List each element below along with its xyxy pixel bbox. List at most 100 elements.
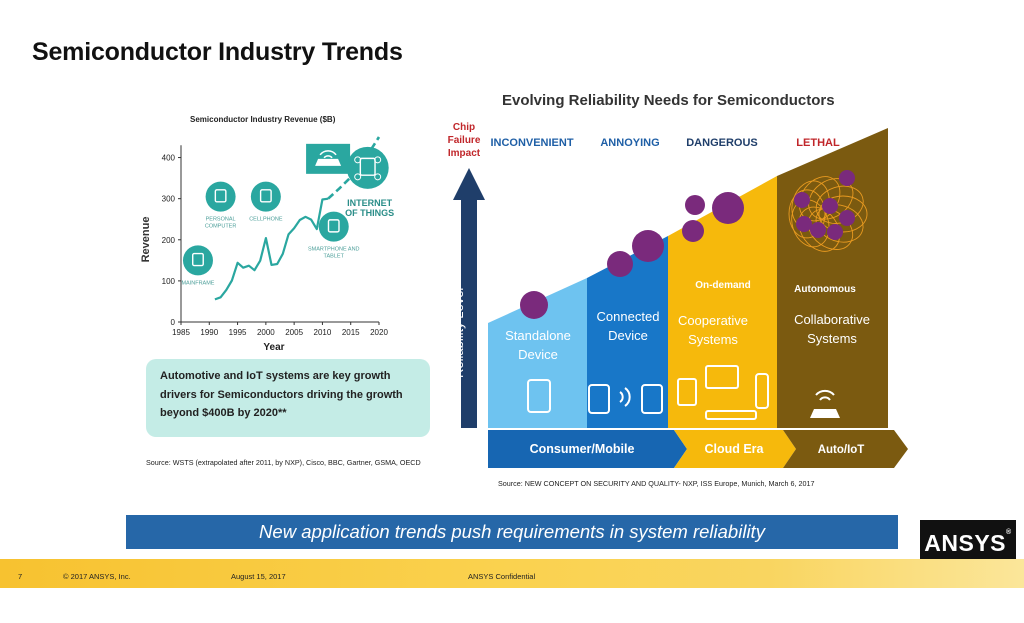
stage-collaborative [777,128,888,428]
stage-name: Collaborative Systems [794,312,870,346]
chart-source: Source: WSTS (extrapolated after 2011, b… [146,458,421,467]
car-icon [810,409,840,418]
failure-circle [685,195,705,215]
failure-circle [839,170,855,186]
iot-node [374,173,382,181]
failure-circle [839,210,855,226]
y-tick-label: 300 [162,195,176,204]
tag-on-demand: On-demand [695,280,751,291]
x-tick-label: 2020 [370,328,388,337]
cellphone-icon [250,181,281,212]
impact-label-annoying: ANNOYING [600,137,659,149]
personal-computer-icon [205,181,236,212]
chip-failure-impact-label: Chip Failure Impact [447,122,481,159]
icon-circle [250,181,281,212]
revenue-chart: 1985 1990 1995 2000 2005 2010 2015 2020 0 100 200 3… [140,136,394,353]
icon-circle [346,146,389,189]
failure-circle [827,224,843,240]
failure-circle [632,230,664,262]
y-tick-label: 200 [162,236,176,245]
icon-circle [182,245,213,276]
phone-icon [588,384,610,414]
device-glyph [259,189,272,203]
y-tick-label: 0 [171,318,176,327]
annotation-label: MAINFRAME [181,280,214,286]
revenue-line [214,197,329,301]
x-tick-label: 1990 [200,328,218,337]
failure-circle [796,216,812,232]
era-band-auto [783,430,908,468]
keyboard-icon [705,410,757,420]
impact-label-inconvenient: INCONVENIENT [490,137,573,149]
wifi-icon [815,389,835,401]
ansys-logo: ANSYS® [920,520,1016,566]
x-tick-label: 2015 [342,328,360,337]
summary-banner: New application trends push requirements… [126,515,898,549]
footer-date: August 15, 2017 [231,572,286,581]
failure-circle [712,192,744,224]
x-axis-label: Year [263,342,284,353]
annotation-label: SMARTPHONE AND TABLET [308,247,360,260]
failure-circle [810,222,826,238]
stage-name: Connected Device [597,309,660,343]
reliability-diagram: Reliability Level INCONVENIENT ANNOYING DAN… [451,128,908,468]
tablet-icon [527,379,551,413]
reliability-arrow [453,168,485,428]
iot-node [354,156,362,164]
failure-circle [682,220,704,242]
footer-confidential: ANSYS Confidential [468,572,536,581]
tag-autonomous: Autonomous [794,284,856,295]
signal-icon [619,387,631,407]
failure-circle [520,291,548,319]
stage-name: Standalone Device [505,328,571,362]
annotation-label: INTERNET OF THINGS [345,198,394,218]
page-number: 7 [18,572,23,581]
network-loop [798,206,841,252]
icon-circle [205,181,236,212]
icon-circle [318,211,349,242]
connected-car-icon [306,143,351,174]
failure-circle [822,198,838,214]
era-label-consumer: Consumer/Mobile [530,442,635,456]
lethal-cluster [788,170,868,252]
smartphone-tablet-icon [318,211,349,242]
wifi-arcs [319,150,337,159]
x-tick-label: 2010 [314,328,332,337]
era-label-cloud: Cloud Era [704,442,764,456]
footer-band [0,559,1024,588]
device-glyph [192,252,204,267]
device-glyph [359,157,376,176]
annotation-label: PERSONAL COMPUTER [205,217,237,230]
monitor-icon [705,365,739,389]
diagram-title: Evolving Reliability Needs for Semicondu… [502,92,835,109]
iot-node [354,173,362,181]
stage-name: Cooperative Systems [678,313,748,347]
y-tick-label: 400 [162,154,176,163]
y-tick-label: 100 [162,277,176,286]
iot-network-icon [346,146,389,189]
device-glyph [327,219,340,233]
impact-label-dangerous: DANGEROUS [686,137,758,149]
failure-circle [607,251,633,277]
device-glyph [214,189,227,203]
chart-title: Semiconductor Industry Revenue ($B) [190,115,336,124]
mainframe-icon [182,245,213,276]
failure-circle [794,192,810,208]
annotation-label: CELLPHONE [249,217,283,223]
era-band-consumer [488,430,687,468]
iot-node [374,156,382,164]
footer-copyright: © 2017 ANSYS, Inc. [63,572,131,581]
x-tick-label: 2005 [285,328,303,337]
x-tick-label: 1985 [172,328,190,337]
callout-text: Automotive and IoT systems are key growt… [160,370,403,419]
speaker-icon [755,373,769,409]
y-axis-label: Revenue [140,217,152,263]
tablet-icon [677,378,697,406]
era-band-cloud [674,430,796,468]
reliability-level-label: Reliability Level [451,288,466,378]
stage-connected [587,236,668,428]
network-loop [815,204,864,243]
x-tick-label: 1995 [229,328,247,337]
x-tick-label: 2000 [257,328,275,337]
impact-label-lethal: LETHAL [796,137,840,149]
